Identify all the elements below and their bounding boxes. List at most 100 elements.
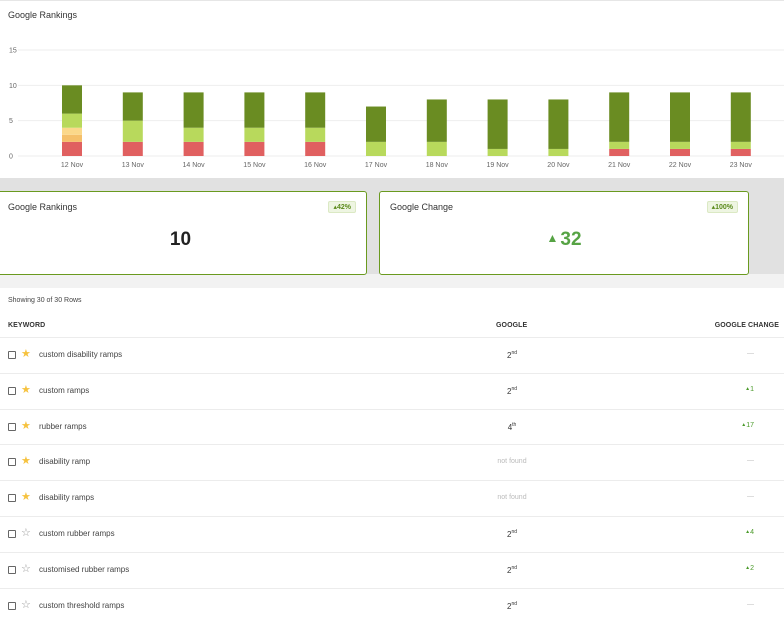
google-rank: 2nd [506, 529, 517, 539]
chart-bar-segment [122, 141, 143, 156]
keyword-text: disability ramp [39, 457, 91, 467]
triangle-up-icon: ▲ [745, 529, 751, 535]
star-icon[interactable]: ★ [21, 491, 31, 504]
google-rank: not found [497, 494, 527, 502]
chart-bar-segment [548, 148, 569, 156]
table-row[interactable]: ★ custom disability ramps 2nd — [0, 337, 784, 373]
chart-title: Google Rankings [8, 10, 78, 20]
chart-bar-segment [305, 92, 326, 128]
x-tick-label: 13 Nov [122, 162, 145, 169]
chart-bar-segment [62, 141, 82, 156]
chart-bar-segment [730, 92, 751, 142]
chart-bar-segment [426, 141, 447, 156]
google-rank: not found [497, 458, 527, 466]
y-tick-label: 10 [9, 83, 17, 90]
chart-bar-segment [366, 106, 386, 142]
chart-bar-segment [609, 92, 630, 142]
chart-bar-segment [183, 92, 204, 128]
chart-bar-segment [183, 127, 204, 142]
x-tick-label: 21 Nov [608, 162, 631, 169]
keyword-text: custom disability ramps [39, 350, 123, 359]
x-tick-label: 15 Nov [243, 162, 266, 169]
chart-bar-segment [366, 141, 386, 156]
table-row[interactable]: ★ disability ramps not found — [0, 480, 784, 516]
row-checkbox[interactable] [8, 530, 16, 538]
chart-bar-segment [122, 120, 143, 142]
table-row[interactable]: ★ custom ramps 2nd ▲1 [0, 372, 784, 409]
google-change: — [747, 350, 754, 357]
keyword-text: customised rubber ramps [39, 564, 130, 574]
star-icon[interactable]: ☆ [21, 527, 31, 539]
keywords-table-panel: Showing 30 of 30 Rows KEYWORD GOOGLE GOO… [0, 288, 784, 624]
row-checkbox[interactable] [8, 422, 16, 431]
google-change: ▲17 [741, 421, 754, 429]
triangle-up-icon: ▲ [741, 421, 747, 428]
x-tick-label: 19 Nov [487, 162, 510, 169]
keyword-text: custom threshold ramps [39, 600, 125, 610]
x-tick-label: 12 Nov [61, 162, 84, 169]
chart-bar-segment [62, 85, 82, 114]
google-change-card[interactable]: Google Change ▴100% ▲ 32 [379, 191, 749, 275]
chart-bar-segment [62, 127, 82, 135]
chart-bar-segment [62, 113, 82, 128]
x-tick-label: 20 Nov [547, 162, 570, 169]
star-icon[interactable]: ★ [21, 383, 31, 396]
chart-bar-segment [244, 141, 265, 156]
column-header-google-change[interactable]: GOOGLE CHANGE [714, 322, 779, 329]
caret-up-icon: ▴ [333, 204, 337, 211]
chart-bar-segment [730, 148, 751, 156]
row-checkbox[interactable] [8, 565, 16, 574]
chart-bar-segment [305, 141, 326, 156]
percent-badge: ▴42% [328, 201, 356, 213]
star-icon[interactable]: ★ [21, 455, 31, 468]
keyword-text: rubber ramps [39, 421, 87, 431]
row-checkbox[interactable] [8, 351, 16, 359]
chart-bar-segment [548, 99, 569, 149]
x-tick-label: 17 Nov [365, 162, 388, 169]
keyword-text: custom ramps [39, 385, 90, 395]
column-header-keyword[interactable]: KEYWORD [8, 322, 46, 329]
google-rank: 2nd [506, 600, 517, 611]
google-rank: 2nd [506, 350, 517, 360]
table-row[interactable]: ☆ custom rubber ramps 2nd ▲4 [0, 516, 784, 552]
card-title: Google Rankings [8, 202, 78, 212]
chart-bar-segment [670, 92, 690, 142]
chart-bar-segment [609, 141, 630, 149]
star-icon[interactable]: ☆ [21, 598, 31, 611]
star-icon[interactable]: ★ [21, 348, 31, 360]
keyword-text: disability ramps [39, 493, 95, 503]
rankings-value: 10 [169, 229, 192, 250]
google-change: — [747, 600, 754, 608]
star-icon[interactable]: ☆ [21, 562, 31, 575]
triangle-up-icon: ▲ [745, 564, 751, 571]
chart-bar-segment [244, 92, 265, 128]
table-row[interactable]: ★ rubber ramps 4th ▲17 [0, 408, 784, 445]
row-checkbox[interactable] [8, 458, 16, 467]
chart-bar-segment [183, 141, 204, 156]
table-row[interactable]: ★ disability ramp not found — [0, 444, 784, 480]
table-row[interactable]: ☆ custom threshold ramps 2nd — [0, 587, 784, 624]
chart-bar-segment [730, 141, 751, 149]
column-header-google[interactable]: GOOGLE [496, 322, 528, 329]
google-change: — [747, 457, 754, 465]
section-divider [0, 274, 784, 288]
chart-bar-segment [122, 92, 143, 121]
row-checkbox[interactable] [8, 601, 16, 610]
triangle-up-icon: ▲ [546, 231, 559, 245]
chart-bar-segment [244, 127, 265, 142]
rankings-chart-panel: 0 5 10 15 12 Nov 13 Nov 14 Nov 15 Nov 16 Nov 17 N… [0, 0, 784, 178]
row-checkbox[interactable] [8, 494, 16, 503]
keyword-text: custom rubber ramps [39, 529, 115, 538]
row-checkbox[interactable] [8, 386, 16, 395]
chart-bar-segment [305, 127, 326, 142]
google-rankings-card[interactable]: Google Rankings ▴42% 10 [0, 191, 367, 275]
chart-bar-segment [670, 148, 690, 156]
table-row[interactable]: ☆ customised rubber ramps 2nd ▲2 [0, 551, 784, 588]
change-value: ▲ 32 [546, 229, 582, 250]
rows-count-caption: Showing 30 of 30 Rows [8, 297, 82, 304]
google-change: ▲1 [745, 385, 754, 393]
star-icon[interactable]: ★ [21, 419, 31, 432]
y-tick-label: 0 [9, 154, 13, 161]
percent-badge: ▴100% [706, 201, 738, 213]
chart-bar-segment [670, 141, 690, 149]
